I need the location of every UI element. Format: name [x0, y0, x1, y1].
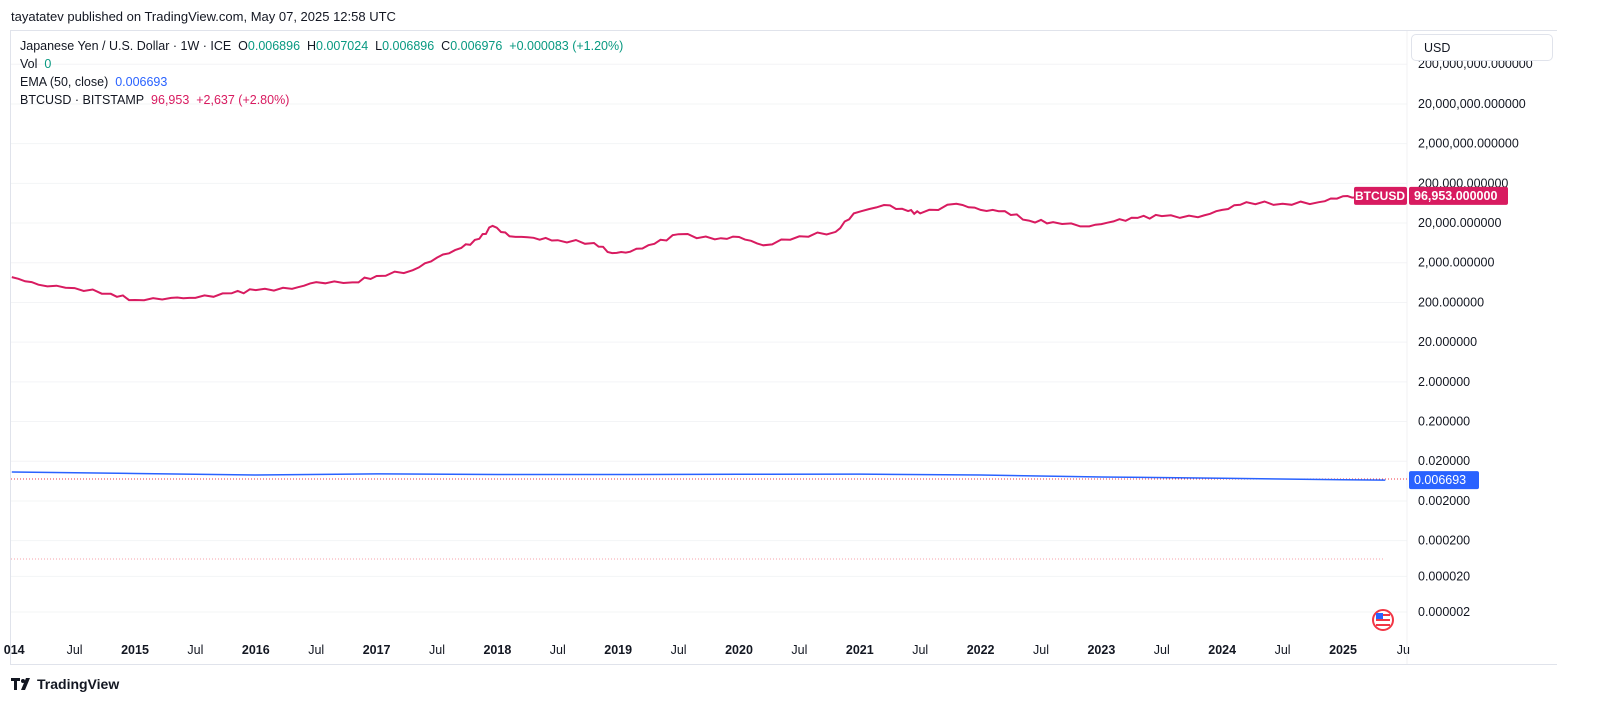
x-tick-label: Jul [1154, 643, 1170, 657]
legend-main: Japanese Yen / U.S. Dollar · 1W · ICE O0… [20, 39, 623, 53]
high-value: 0.007024 [316, 39, 369, 53]
publish-info: tayatatev published on TradingView.com, … [11, 9, 396, 24]
x-tick-label: 2018 [483, 643, 511, 657]
footer-brand: TradingView [37, 676, 120, 692]
x-tick-label: 2016 [242, 643, 270, 657]
btc-price-badge [1409, 186, 1508, 205]
x-tick-label: 2021 [846, 643, 874, 657]
y-tick-label: 2,000,000.000000 [1418, 137, 1519, 151]
ema-price-label: 0.006693 [1414, 473, 1466, 487]
y-tick-label: 0.002000 [1418, 494, 1470, 508]
ema-series-line[interactable] [11, 471, 1386, 481]
close-value: 0.006976 [450, 39, 503, 53]
y-tick-label: 2.000000 [1418, 375, 1470, 389]
x-tick-label: Jul [429, 643, 445, 657]
x-tick-label: Jul [187, 643, 203, 657]
btc-value: 96,953 [151, 93, 190, 107]
vol-value: 0 [44, 57, 52, 71]
x-tick-label: Jul [912, 643, 928, 657]
currency-button[interactable]: USD [1411, 34, 1553, 61]
open-value: 0.006896 [247, 39, 301, 53]
y-tick-label: 200.000000 [1418, 295, 1484, 309]
x-tick-label: Jul [550, 643, 566, 657]
close-label: C [441, 39, 451, 53]
y-tick-label: 20,000.000000 [1418, 216, 1501, 230]
x-tick-label: 2017 [363, 643, 391, 657]
x-tick-label: Jul [1033, 643, 1049, 657]
y-tick-label: 0.000002 [1418, 605, 1470, 619]
x-tick-label: 2020 [725, 643, 753, 657]
x-tick-label: Jul [308, 643, 324, 657]
legend-vol: Vol 0 [20, 57, 51, 71]
chart-frame [10, 30, 1557, 665]
low-value: 0.006896 [382, 39, 435, 53]
x-tick-label: Jul [67, 643, 83, 657]
tradingview-logo-icon [11, 678, 30, 690]
footer-logo[interactable]: TradingView [11, 676, 119, 692]
symbol-title[interactable]: Japanese Yen / U.S. Dollar · 1W · ICE [20, 39, 232, 53]
high-label: H [307, 39, 317, 53]
x-tick-label: 2025 [1329, 643, 1357, 657]
open-label: O [238, 39, 248, 53]
ema-value: 0.006693 [115, 75, 168, 89]
y-tick-label: 0.200000 [1418, 415, 1470, 429]
btc-name-badge [1354, 186, 1407, 205]
btc-series-line[interactable] [11, 194, 1386, 302]
low-label: L [375, 39, 383, 53]
us-flag-icon [1372, 609, 1394, 631]
x-tick-label: Jul [1275, 643, 1291, 657]
y-tick-label: 2,000.000000 [1418, 256, 1495, 270]
vol-label[interactable]: Vol [20, 57, 38, 71]
ema-label[interactable]: EMA (50, close) [20, 75, 109, 89]
x-tick-label: 2023 [1087, 643, 1115, 657]
y-tick-label: 20.000000 [1418, 335, 1477, 349]
btc-change: +2,637 (+2.80%) [196, 93, 290, 107]
legend-ema: EMA (50, close) 0.006693 [20, 75, 167, 89]
y-tick-label: 0.000200 [1418, 534, 1470, 548]
btc-label[interactable]: BTCUSD · BITSTAMP [20, 93, 145, 107]
x-tick-label: 2019 [604, 643, 632, 657]
btc-name-label: BTCUSD [1355, 189, 1405, 203]
x-tick-label: Jul [791, 643, 807, 657]
x-tick-label: 014 [4, 643, 25, 657]
y-tick-label: 0.020000 [1418, 454, 1470, 468]
legend-btc: BTCUSD · BITSTAMP 96,953 +2,637 (+2.80%) [20, 93, 289, 107]
x-tick-label: Ju [1397, 643, 1410, 657]
btc-price-label: 96,953.000000 [1414, 189, 1497, 203]
x-tick-label: 2022 [967, 643, 995, 657]
y-tick-label: 0.000020 [1418, 569, 1470, 583]
ema-price-badge [1409, 471, 1479, 490]
x-tick-label: 2024 [1208, 643, 1236, 657]
y-tick-label: 20,000,000.000000 [1418, 97, 1526, 111]
x-tick-label: 2015 [121, 643, 149, 657]
x-tick-label: Jul [671, 643, 687, 657]
change-value: +0.000083 (+1.20%) [509, 39, 624, 53]
